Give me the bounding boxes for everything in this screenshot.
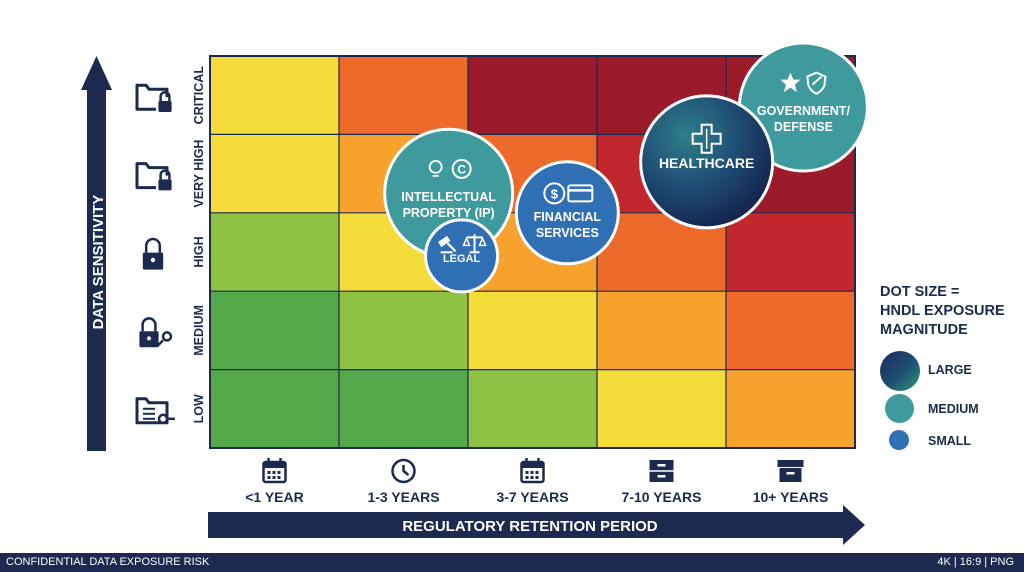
- svg-text:C: C: [457, 162, 466, 176]
- heatmap-cell: [339, 291, 468, 370]
- heatmap-cell: [339, 56, 468, 135]
- medical-cross-icon: [691, 123, 722, 154]
- legend-title-line: MAGNITUDE: [880, 322, 968, 338]
- lightbulb-icon: [428, 159, 443, 177]
- footer-left-text: CONFIDENTIAL DATA EXPOSURE RISK: [6, 556, 210, 568]
- legend-label-small: SMALL: [928, 434, 972, 448]
- bubble-label: FINANCIAL: [534, 210, 602, 224]
- heatmap-cell: [468, 56, 597, 135]
- bubble-circle: [639, 94, 775, 230]
- heatmap-cell: [597, 291, 726, 370]
- bubble-financial-services: $ FINANCIAL SERVICES: [514, 160, 620, 266]
- legend-title-line: HNDL EXPOSURE: [880, 303, 1005, 319]
- legend-label-medium: MEDIUM: [928, 402, 979, 416]
- archive-box-icon: [777, 460, 804, 482]
- bubble-label: DEFENSE: [774, 120, 833, 134]
- bubble-label: SERVICES: [536, 226, 599, 240]
- bubble-label: HEALTHCARE: [659, 155, 754, 171]
- bubble-label: PROPERTY (IP): [403, 206, 495, 220]
- axes: DATA SENSITIVITY REGULATORY RETENTION PER…: [81, 56, 865, 545]
- dollar-exchange-icon: $: [543, 182, 566, 205]
- heatmap-cell: [597, 369, 726, 448]
- gavel-icon: [437, 235, 457, 254]
- legend-title-line: DOT SIZE =: [880, 284, 960, 300]
- x-axis-arrow-shaft: [208, 512, 845, 538]
- folder-lock-icon: [135, 83, 174, 114]
- credit-card-icon: [567, 184, 594, 203]
- heatmap-cell: [210, 56, 339, 135]
- y-tick-label: MEDIUM: [192, 305, 206, 356]
- y-tick-label: LOW: [192, 394, 206, 423]
- x-axis-arrow-head: [843, 505, 865, 545]
- folder-lock-icon: [135, 162, 174, 192]
- bubble-healthcare: HEALTHCARE: [639, 94, 775, 230]
- bubbles: GOVERNMENT/DEFENSE HEALTHCARE $ FINANCIAL SE…: [383, 41, 869, 294]
- scales-icon: [462, 234, 487, 254]
- heatmap-cell: [210, 369, 339, 448]
- heatmap-cell: [468, 369, 597, 448]
- file-cabinet-icon: [649, 460, 674, 482]
- y-tick-label: HIGH: [192, 236, 206, 267]
- x-tick-label: 3-7 YEARS: [496, 489, 568, 505]
- svg-text:$: $: [551, 186, 559, 201]
- x-tick-label: 1-3 YEARS: [367, 489, 439, 505]
- folder-key-icon: [135, 397, 175, 425]
- footer-bar: CONFIDENTIAL DATA EXPOSURE RISK 4K | 16:…: [0, 553, 1024, 572]
- footer-right-text: 4K | 16:9 | PNG: [937, 556, 1014, 568]
- heatmap-cell: [210, 291, 339, 370]
- heatmap-cell: [468, 291, 597, 370]
- x-tick-label: 10+ YEARS: [753, 489, 829, 505]
- heatmap-cell: [726, 291, 855, 370]
- clock-icon: [391, 458, 416, 484]
- lock-key-icon: [139, 317, 173, 348]
- heatmap-cell: [210, 212, 339, 292]
- calendar-icon: [520, 458, 545, 484]
- padlock-icon: [142, 237, 164, 270]
- y-tick-label: VERY HIGH: [192, 140, 206, 208]
- x-tick-label: <1 YEAR: [245, 489, 304, 505]
- x-tick-label: 7-10 YEARS: [622, 489, 702, 505]
- legend-dot-large: [880, 351, 920, 391]
- y-tick-label: CRITICAL: [192, 66, 206, 125]
- x-axis-title: REGULATORY RETENTION PERIOD: [402, 518, 657, 535]
- heatmap-cell: [726, 369, 855, 448]
- bubble-legal: LEGAL: [424, 218, 500, 294]
- legend-dot-small: [889, 430, 909, 450]
- calendar-icon: [262, 458, 287, 484]
- shield-icon: [806, 71, 827, 95]
- bubble-label: INTELLECTUAL: [401, 190, 496, 204]
- bubble-label: GOVERNMENT/: [757, 104, 851, 118]
- heatmap-cell: [339, 369, 468, 448]
- heatmap-cell: [726, 212, 855, 292]
- copyright-icon: C: [451, 158, 472, 179]
- star-icon: [780, 72, 801, 93]
- legend-dot-medium: [885, 394, 914, 423]
- heatmap-cell: [210, 134, 339, 213]
- legend-label-large: LARGE: [928, 363, 972, 377]
- y-axis-arrow-head: [81, 56, 112, 90]
- bubble-label: LEGAL: [443, 253, 481, 265]
- legend: DOT SIZE = HNDL EXPOSURE MAGNITUDE LARGE…: [880, 283, 1020, 450]
- plot-border: [209, 55, 856, 449]
- legend-title: DOT SIZE = HNDL EXPOSURE MAGNITUDE: [880, 283, 1020, 340]
- y-axis-arrow-shaft: [87, 88, 106, 451]
- y-axis-title: DATA SENSITIVITY: [90, 195, 107, 330]
